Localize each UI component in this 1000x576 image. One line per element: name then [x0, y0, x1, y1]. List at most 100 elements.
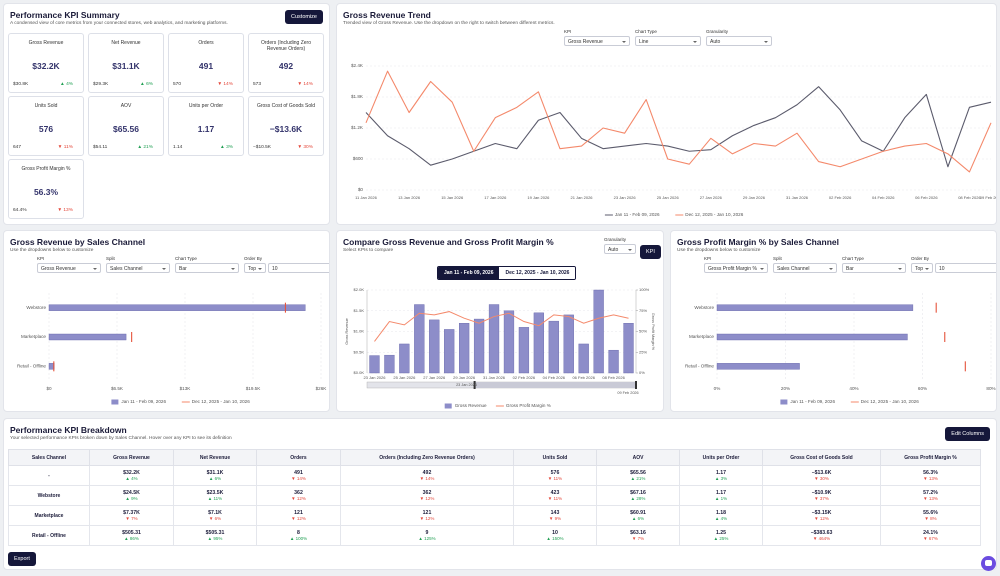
kpi-previous: −$10.5K [253, 145, 272, 150]
edit-columns-button[interactable]: Edit Columns [945, 427, 990, 441]
x-tick-label: 11 Jan 2026 [355, 195, 377, 200]
table-row: Marketplace $7.37K ▼ 7% $7.1K ▼ 6% 121 ▼ 12% 12… [8, 505, 981, 526]
control: Order By Top 10 [244, 256, 329, 273]
x-tick-label: 08 Feb 2026 [958, 195, 981, 200]
limit-input[interactable]: 10 [268, 263, 329, 273]
dropdown[interactable]: Line [635, 36, 701, 46]
metric-cell: $63.16 ▼ 7% [596, 525, 680, 546]
customize-button[interactable]: Customize [285, 10, 323, 24]
legend-label: Dec 12, 2025 - Jan 10, 2026 [192, 399, 250, 404]
kpi-title: AOV [120, 103, 132, 109]
dropdown[interactable]: Top [911, 263, 933, 273]
dropdown[interactable]: Bar [842, 263, 906, 273]
controls: KPI Gross Revenue Chart Type Line Granularit… [564, 29, 772, 46]
kpi-title: Gross Cost of Goods Sold [256, 103, 316, 109]
channel-cell: Retail - Offline [8, 525, 90, 546]
y-tick-label: Retail - Offline [685, 364, 714, 369]
kpi-previous: 570 [173, 82, 182, 87]
compare-chart: $0.0K $0.5K $1.0K $1.5K $2.0K 0% 25% 50% 75% 100%… [345, 287, 655, 409]
kpi-previous: $54.11 [93, 145, 108, 150]
metric-value: $31.1K [206, 470, 224, 476]
y-tick-label: $2.0K [354, 287, 365, 292]
bar [503, 310, 515, 374]
bar [414, 304, 425, 374]
bar [399, 343, 410, 374]
y2-tick-label: 25% [639, 349, 647, 354]
kpi-delta: ▼ 11% [57, 145, 73, 150]
panel-subtitle: A condensed view of core metrics from yo… [10, 21, 228, 26]
metric-delta: ▲ 86% [124, 536, 139, 541]
metric-cell: 57.2% ▼ 13% [880, 485, 981, 506]
metric-value: 576 [550, 470, 560, 476]
metric-cell: $32.2K ▲ 4% [89, 465, 174, 486]
controls: KPI Gross Profit Margin % Split Sales Chann… [704, 256, 996, 273]
kpi-button[interactable]: KPI [640, 245, 661, 259]
column-header[interactable]: Units per Order [679, 449, 763, 466]
column-header[interactable]: Units Sold [513, 449, 597, 466]
y-tick-label: $600 [353, 156, 364, 161]
column-header[interactable]: Orders (Including Zero Revenue Orders) [340, 449, 514, 466]
control-label: KPI [37, 256, 45, 261]
column-header[interactable]: AOV [596, 449, 680, 466]
channel-cell: - [8, 465, 90, 486]
kpi-footer: 570 ▼ 14% [173, 82, 233, 87]
x-tick-label: 13 Jan 2026 [398, 195, 421, 200]
kpi-title: Units per Order [188, 103, 224, 109]
kpi-previous: $29.3K [93, 82, 109, 87]
bar [444, 329, 455, 374]
metric-cell: 576 ▼ 11% [513, 465, 597, 486]
bar [429, 319, 440, 374]
channel-margin-panel: 0% 20% 40% 60% 80% Webstore Marketplace Retail … [670, 230, 997, 412]
control-row: Auto [706, 36, 772, 46]
dropdown[interactable]: Top [244, 263, 266, 273]
x-tick-label: $19.5K [246, 386, 261, 391]
x-tick-label: 23 Jan 2026 [363, 375, 386, 380]
x-tick-label: 29 Jan 2026 [743, 195, 766, 200]
dropdown[interactable]: Gross Revenue [564, 36, 630, 46]
chat-button[interactable] [981, 556, 996, 571]
kpi-footer: 647 ▼ 11% [13, 145, 73, 150]
dropdown[interactable]: Gross Revenue [37, 263, 101, 273]
dropdown[interactable]: Bar [175, 263, 239, 273]
controls: Granularity Auto [604, 237, 636, 254]
x-tick-label: 09 Feb 2026 [980, 195, 997, 200]
column-header[interactable]: Sales Channel [8, 449, 90, 466]
column-header[interactable]: Orders [256, 449, 341, 466]
control: KPI Gross Revenue [37, 256, 101, 273]
metric-cell: 10 ▲ 150% [513, 525, 597, 546]
legend-label: Gross Profit Margin % [506, 403, 551, 408]
dropdown[interactable]: Sales Channel [773, 263, 837, 273]
metric-value: 56.3% [923, 470, 938, 476]
metric-delta: ▼ 12% [814, 516, 829, 521]
dropdown[interactable]: Sales Channel [106, 263, 170, 273]
column-header[interactable]: Net Revenue [173, 449, 257, 466]
column-header[interactable]: Gross Profit Margin % [880, 449, 981, 466]
column-header[interactable]: Gross Cost of Goods Sold [762, 449, 881, 466]
period-tab[interactable]: Dec 12, 2025 - Jan 10, 2026 [499, 267, 576, 279]
kpi-value: 56.3% [33, 187, 59, 197]
legend-label: Jan 11 - Feb 09, 2026 [121, 399, 166, 404]
dropdown[interactable]: Gross Profit Margin % [704, 263, 768, 273]
kpi-title: Orders [198, 40, 214, 46]
dropdown[interactable]: Auto [604, 244, 636, 254]
control-label: Chart Type [842, 256, 864, 261]
metric-value: 491 [294, 470, 303, 476]
kpi-previous: 64.4% [13, 208, 27, 213]
period-tab[interactable]: Jan 11 - Feb 09, 2026 [438, 267, 500, 279]
column-header[interactable]: Gross Revenue [89, 449, 174, 466]
metric-cell: $7.1K ▼ 6% [173, 505, 257, 526]
kpi-value: 492 [278, 61, 294, 71]
channel-cell: Webstore [8, 485, 90, 506]
channel-cell: Marketplace [8, 505, 90, 526]
bar [716, 333, 908, 341]
panel-title: Gross Revenue Trend [343, 10, 431, 20]
y-tick-label: $2.4K [351, 63, 364, 68]
export-button[interactable]: Export [8, 552, 36, 566]
bar [533, 312, 544, 374]
metric-cell: 55.6% ▼ 8% [880, 505, 981, 526]
limit-input[interactable]: 10 [935, 263, 996, 273]
dropdown[interactable]: Auto [706, 36, 772, 46]
metric-delta: ▼ 12% [291, 516, 306, 521]
control: KPI Gross Revenue [564, 29, 630, 46]
x-tick-label: 25 Jan 2026 [657, 195, 680, 200]
